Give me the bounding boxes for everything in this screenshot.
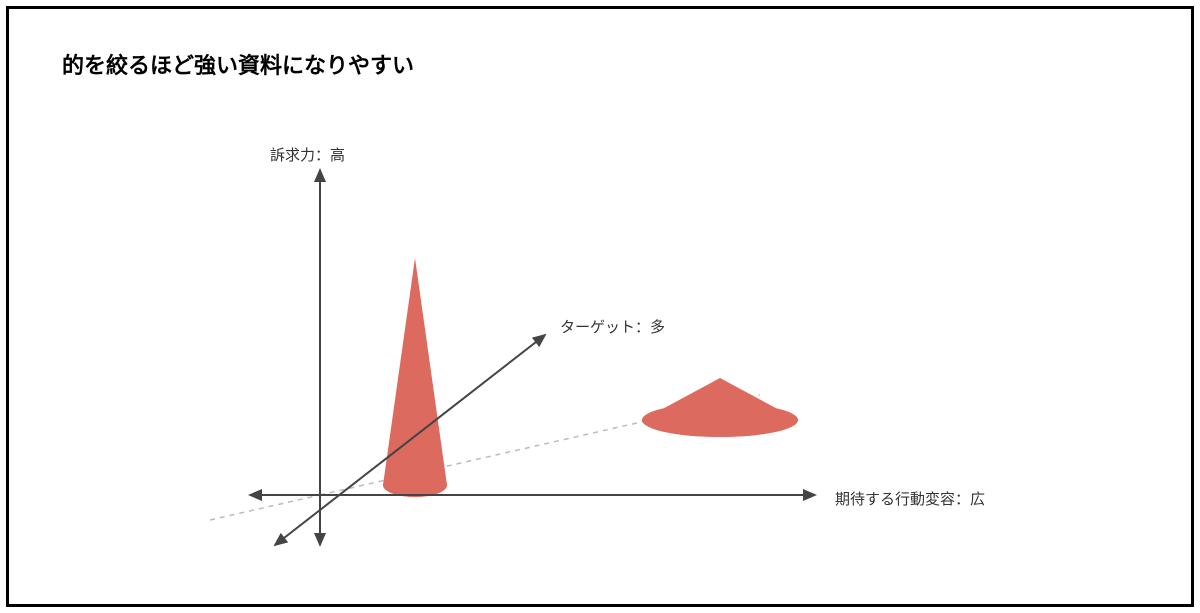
diagram-canvas: [0, 0, 1200, 613]
x-axis-label: 期待する行動変容：広: [835, 488, 985, 509]
guide-line: [210, 495, 320, 520]
cone-flat-base: [642, 403, 798, 437]
cone-tall-base: [383, 473, 447, 497]
z-axis-label: ターゲット：多: [560, 316, 665, 337]
cone-tall: [383, 258, 447, 497]
cones-group: [383, 258, 798, 497]
y-axis-label: 訴求力：高: [270, 144, 345, 165]
axes-group: [250, 170, 815, 545]
